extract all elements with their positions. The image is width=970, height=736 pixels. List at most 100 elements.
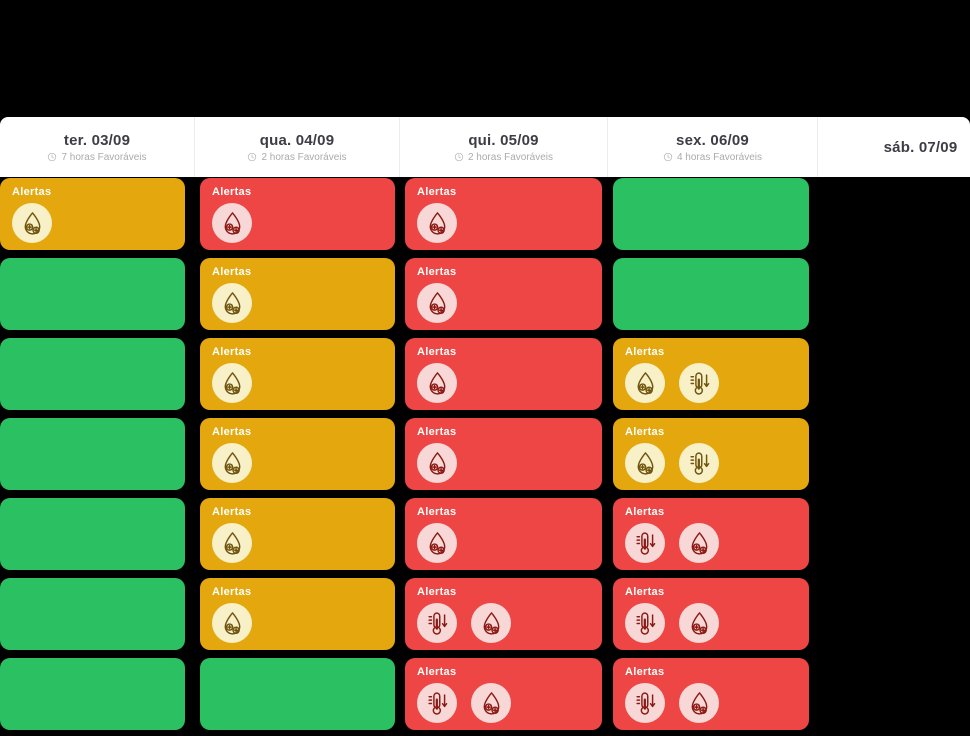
favorable-hours-label: 2 horas Favoráveis (467, 151, 554, 163)
alert-card[interactable] (0, 578, 185, 650)
alert-card-label: Alertas (12, 186, 52, 198)
day-header: sex. 06/09 4 horas Favoráveis (608, 117, 818, 177)
alert-card[interactable]: Alertas (405, 338, 602, 410)
alert-icons (212, 523, 383, 563)
alert-icons (212, 363, 383, 403)
favorable-hours: 2 horas Favoráveis (247, 151, 347, 163)
alert-card[interactable]: Alertas (405, 258, 602, 330)
day-header: qua. 04/09 2 horas Favoráveis (195, 117, 400, 177)
low-temperature-icon (625, 523, 665, 563)
alert-card-label: Alertas (417, 506, 457, 518)
favorable-hours: 4 horas Favoráveis (663, 152, 762, 163)
humidity-drop-icon (679, 523, 719, 563)
alert-card[interactable]: Alertas (613, 498, 809, 570)
clock-icon (47, 152, 57, 162)
alert-card[interactable] (613, 178, 809, 250)
alert-card[interactable]: Alertas (405, 418, 602, 490)
alert-card[interactable]: Alertas (613, 418, 809, 490)
alert-card[interactable]: Alertas (405, 178, 602, 250)
day-title: ter. 03/09 (63, 131, 131, 149)
alert-card-label: Alertas (212, 506, 252, 518)
humidity-drop-icon (417, 283, 457, 323)
alert-card[interactable]: Alertas (613, 658, 809, 730)
humidity-drop-icon (679, 683, 719, 723)
alert-card-label: Alertas (417, 666, 457, 678)
alert-card[interactable] (200, 658, 395, 730)
alert-card[interactable]: Alertas (200, 258, 395, 330)
alert-card[interactable]: Alertas (613, 338, 809, 410)
alert-card[interactable]: Alertas (200, 498, 395, 570)
day-column: Alertas Alertas Alertas Alertas Alertas … (200, 178, 395, 730)
humidity-drop-icon (417, 443, 457, 483)
alert-icons (417, 363, 590, 403)
alert-card[interactable] (0, 498, 185, 570)
favorable-hours-label: 2 horas Favoráveis (261, 151, 347, 163)
alert-card[interactable] (0, 258, 185, 330)
alert-icons (625, 363, 797, 403)
alert-icons (625, 683, 797, 723)
alert-card[interactable]: Alertas (200, 338, 395, 410)
humidity-drop-icon (625, 443, 665, 483)
alert-card[interactable]: Alertas (405, 658, 602, 730)
alert-icons (625, 603, 797, 643)
humidity-drop-icon (417, 203, 457, 243)
alert-icons (212, 443, 383, 483)
humidity-drop-icon (212, 363, 252, 403)
low-temperature-icon (417, 683, 457, 723)
day-header: ter. 03/09 7 horas Favoráveis (0, 117, 195, 177)
alert-icons (417, 683, 590, 723)
clock-icon (663, 152, 673, 162)
alert-icons (417, 443, 590, 483)
alert-card-label: Alertas (212, 346, 252, 358)
humidity-drop-icon (417, 363, 457, 403)
alert-card[interactable]: Alertas (200, 578, 395, 650)
day-header: qui. 05/09 2 horas Favoráveis (400, 117, 608, 177)
alert-card[interactable] (0, 418, 185, 490)
favorable-hours-label: 7 horas Favoráveis (61, 151, 147, 163)
alert-card-label: Alertas (212, 426, 252, 438)
low-temperature-icon (679, 443, 719, 483)
favorable-hours-label: 4 horas Favoráveis (676, 151, 763, 163)
humidity-drop-icon (12, 203, 52, 243)
alert-card-label: Alertas (625, 506, 665, 518)
humidity-drop-icon (679, 603, 719, 643)
low-temperature-icon (625, 603, 665, 643)
alert-icons (417, 523, 590, 563)
alert-card-label: Alertas (417, 186, 457, 198)
day-header: sáb. 07/09 (818, 117, 970, 177)
alert-card[interactable]: Alertas (200, 178, 395, 250)
low-temperature-icon (417, 603, 457, 643)
alert-card[interactable] (0, 658, 185, 730)
alert-card-label: Alertas (212, 586, 252, 598)
alert-icons (417, 283, 590, 323)
alert-card[interactable]: Alertas (613, 578, 809, 650)
alert-icons (417, 603, 590, 643)
clock-icon (454, 152, 464, 162)
humidity-drop-icon (212, 603, 252, 643)
alert-card-label: Alertas (417, 586, 457, 598)
favorable-hours: 7 horas Favoráveis (47, 151, 147, 163)
alert-card[interactable]: Alertas (405, 578, 602, 650)
humidity-drop-icon (417, 523, 457, 563)
alert-icons (212, 603, 383, 643)
alert-card[interactable]: Alertas (0, 178, 185, 250)
humidity-drop-icon (212, 523, 252, 563)
alert-card[interactable]: Alertas (200, 418, 395, 490)
alert-icons (625, 523, 797, 563)
alert-card[interactable]: Alertas (405, 498, 602, 570)
day-column: Alertas (0, 178, 185, 730)
clock-icon (247, 152, 257, 162)
alert-card-label: Alertas (417, 426, 457, 438)
alert-card[interactable] (0, 338, 185, 410)
day-column: Alertas Alertas Alertas Alertas Alertas (613, 178, 809, 730)
day-title: qua. 04/09 (259, 131, 335, 149)
alert-card-label: Alertas (625, 586, 665, 598)
day-column: Alertas Alertas Alertas Alertas Alertas … (405, 178, 602, 730)
low-temperature-icon (625, 683, 665, 723)
alert-icons (625, 443, 797, 483)
alert-card-label: Alertas (212, 266, 252, 278)
alert-icons (417, 203, 590, 243)
alert-card[interactable] (613, 258, 809, 330)
alert-card-label: Alertas (417, 266, 457, 278)
alert-card-label: Alertas (625, 666, 665, 678)
